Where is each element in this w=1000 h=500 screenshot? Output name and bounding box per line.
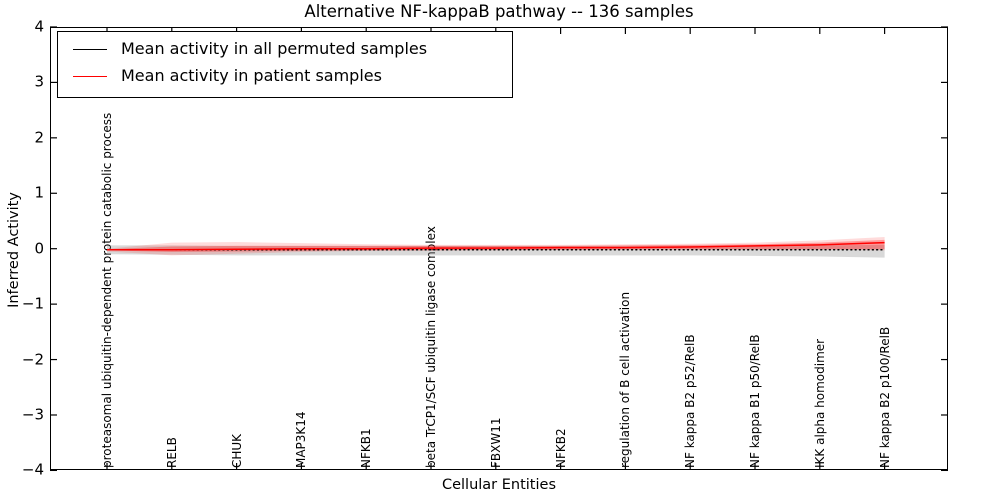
line-patient-mean: [107, 241, 885, 251]
x-axis-label: Cellular Entities: [441, 477, 557, 493]
y-tick-label: 3: [34, 72, 44, 91]
y-tick-label: 0: [34, 239, 44, 258]
legend-item-patient: Mean activity in patient samples: [58, 63, 512, 90]
legend: Mean activity in all permuted samples Me…: [57, 31, 513, 98]
legend-label: Mean activity in all permuted samples: [121, 39, 428, 58]
y-tick-label: −1: [21, 294, 44, 313]
legend-line-sample-black: [73, 49, 107, 50]
y-tick-label: 4: [34, 17, 44, 36]
legend-item-permuted: Mean activity in all permuted samples: [58, 36, 512, 63]
chart-title: Alternative NF-kappaB pathway -- 136 sam…: [304, 2, 694, 21]
y-tick-label: −3: [21, 405, 44, 424]
y-tick-label: 2: [34, 128, 44, 147]
legend-line-sample-red: [73, 76, 107, 77]
legend-label: Mean activity in patient samples: [121, 66, 382, 85]
y-tick-label: 1: [34, 183, 44, 202]
y-tick-label: −2: [21, 350, 44, 369]
y-tick-label: −4: [21, 460, 44, 479]
band-patient-samples-range-outer: [107, 237, 885, 256]
